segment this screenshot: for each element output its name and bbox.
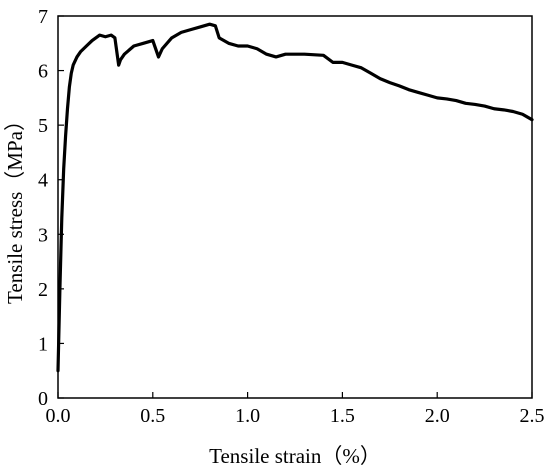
x-tick-label: 1.5 <box>330 405 355 427</box>
y-tick-label: 2 <box>38 279 48 301</box>
stress-strain-curve <box>56 22 534 373</box>
x-tick-label: 2.0 <box>425 405 450 427</box>
x-tick-label: 0.0 <box>46 405 71 427</box>
plot-frame <box>57 15 533 399</box>
y-tick-label: 0 <box>38 388 48 410</box>
y-tick-label: 7 <box>38 6 48 28</box>
y-axis-title: Tensile stress（MPa） <box>3 110 27 304</box>
x-tick-label: 0.5 <box>140 405 165 427</box>
y-tick-label: 6 <box>38 61 48 83</box>
y-tick-label: 3 <box>38 224 48 246</box>
x-tick-label: 2.5 <box>520 405 545 427</box>
x-tick-label: 1.0 <box>235 405 260 427</box>
y-axis: 0 1 2 3 4 5 6 7 <box>38 6 64 410</box>
x-axis: 0.0 0.5 1.0 1.5 2.0 2.5 <box>46 392 545 427</box>
y-tick-label: 4 <box>38 170 48 192</box>
y-tick-label: 1 <box>38 333 48 355</box>
y-tick-label: 5 <box>38 115 48 137</box>
x-axis-title: Tensile strain（%） <box>209 444 381 468</box>
